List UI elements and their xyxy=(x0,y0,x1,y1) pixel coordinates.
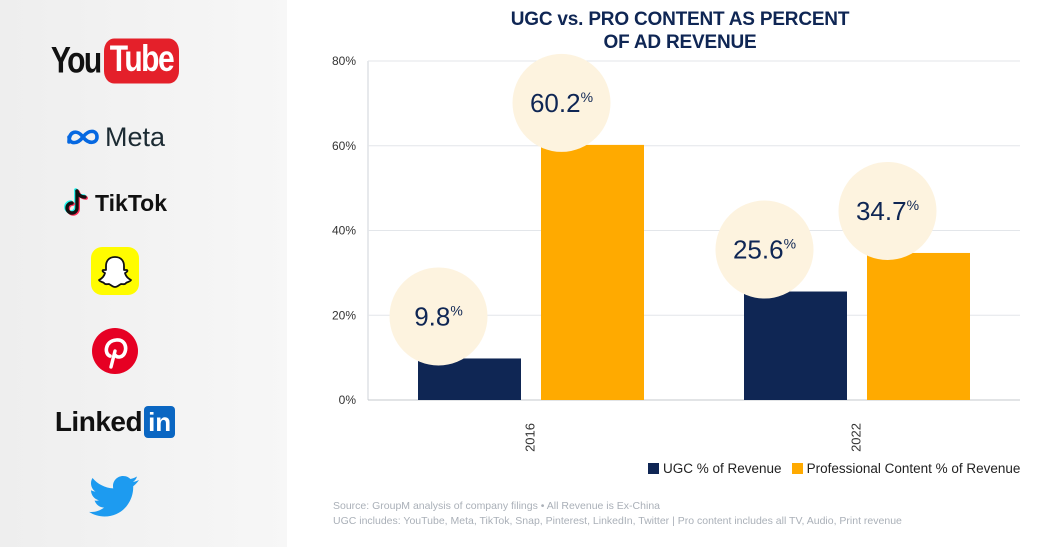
bar xyxy=(541,144,644,400)
source-line-2: UGC includes: YouTube, Meta, TikTok, Sna… xyxy=(333,515,902,527)
linkedin-logo: Linked in xyxy=(0,404,230,440)
meta-infinity-icon xyxy=(67,129,99,145)
tiktok-wordmark: TikTok xyxy=(95,189,167,216)
x-tick-label: 2016 xyxy=(522,423,537,452)
twitter-bird-icon xyxy=(89,476,139,517)
legend-label-professional: Professional Content % of Revenue xyxy=(806,461,1021,476)
legend-item-ugc: UGC % of Revenue xyxy=(648,461,782,476)
source-line-1: Source: GroupM analysis of company filin… xyxy=(333,500,660,512)
legend-swatch-ugc xyxy=(648,463,659,474)
y-tick-label: 60% xyxy=(332,139,356,153)
youtube-logo-tube: Tube xyxy=(103,38,180,84)
source-note: Source: GroupM analysis of company filin… xyxy=(333,499,902,529)
data-label: 34.7% xyxy=(856,196,919,226)
chart-legend: UGC % of Revenue Professional Content % … xyxy=(648,461,1030,476)
data-label-bubble xyxy=(512,53,611,152)
chart-title: UGC vs. PRO CONTENT AS PERCENT OF AD REV… xyxy=(440,8,920,54)
meta-logo: Meta xyxy=(0,120,230,154)
bar xyxy=(744,291,847,400)
data-label: 9.8% xyxy=(414,301,463,331)
legend-label-ugc: UGC % of Revenue xyxy=(663,461,782,476)
x-tick-label: 2022 xyxy=(848,423,863,452)
pinterest-p-icon xyxy=(92,328,138,374)
snapchat-logo xyxy=(0,245,230,297)
y-tick-label: 80% xyxy=(332,54,356,68)
linkedin-in-badge: in xyxy=(144,406,176,438)
meta-wordmark: Meta xyxy=(104,121,166,152)
data-label-bubble xyxy=(389,267,488,366)
chart-title-line-1: UGC vs. PRO CONTENT AS PERCENT xyxy=(510,9,850,30)
y-tick-label: 40% xyxy=(332,224,356,238)
youtube-logo-you: You xyxy=(50,39,102,81)
legend-swatch-professional xyxy=(791,463,803,474)
data-label-bubble xyxy=(838,161,937,260)
bar xyxy=(867,252,970,400)
y-tick-label: 0% xyxy=(339,393,357,407)
chart-title-line-2: OF AD REVENUE xyxy=(603,32,757,53)
snapchat-ghost-icon xyxy=(91,247,139,295)
twitter-logo xyxy=(0,472,230,520)
y-tick-label: 20% xyxy=(332,308,356,322)
data-label-bubble xyxy=(715,200,814,299)
linkedin-wordmark: Linked xyxy=(54,406,143,437)
data-label: 25.6% xyxy=(733,235,796,265)
tiktok-logo: TikTok xyxy=(0,186,230,220)
bar xyxy=(418,358,521,400)
youtube-logo: You Tube xyxy=(0,38,230,84)
legend-item-professional: Professional Content % of Revenue xyxy=(791,461,1021,476)
logo-sidebar: You Tube Meta TikTok xyxy=(0,0,287,547)
data-label: 60.2% xyxy=(530,88,593,118)
pinterest-logo xyxy=(0,326,230,376)
tiktok-note-icon xyxy=(64,188,88,216)
